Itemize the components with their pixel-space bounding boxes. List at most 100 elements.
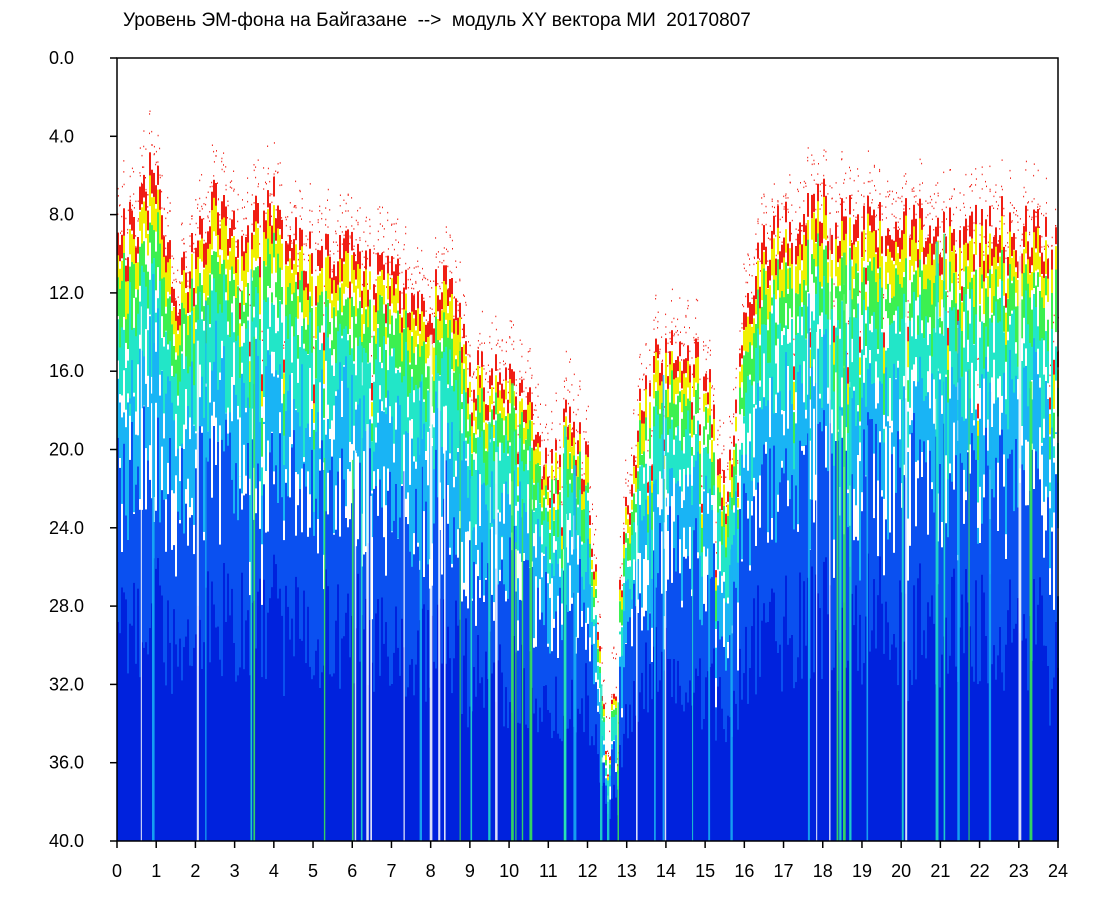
spark-dot xyxy=(397,218,399,220)
spark-dot xyxy=(509,337,511,339)
spark-dot xyxy=(853,215,855,217)
spark-dot xyxy=(765,205,767,208)
heat-cell xyxy=(271,225,273,251)
heat-cell xyxy=(813,212,815,265)
heat-cell xyxy=(1011,642,1013,841)
heat-cell xyxy=(547,710,549,841)
heat-cell xyxy=(147,407,149,495)
heat-cell xyxy=(733,690,735,841)
heat-cell xyxy=(783,616,785,841)
heat-cell xyxy=(803,402,805,446)
heat-cell xyxy=(147,654,149,841)
heat-cell xyxy=(291,248,293,270)
spark-dot xyxy=(727,462,729,464)
heat-cell xyxy=(951,232,953,252)
heat-cell xyxy=(267,297,269,329)
heat-cell xyxy=(605,760,607,766)
heat-cell xyxy=(417,344,419,399)
heat-cell xyxy=(855,426,857,506)
spark-dot xyxy=(885,217,887,219)
heat-cell xyxy=(953,384,955,423)
heat-cell xyxy=(327,337,329,405)
spark-dot xyxy=(239,288,240,290)
heat-cell xyxy=(1011,379,1013,502)
heat-cell xyxy=(485,422,487,449)
heat-cell xyxy=(837,266,839,303)
heat-cell xyxy=(451,338,453,370)
spark-dot xyxy=(609,730,611,733)
heat-cell xyxy=(129,398,131,404)
heat-cell xyxy=(423,604,425,841)
spark-dot xyxy=(655,294,657,297)
heat-cell xyxy=(329,439,331,493)
heat-cell xyxy=(1011,313,1013,400)
heat-cell xyxy=(885,299,887,312)
heat-cell xyxy=(241,256,243,281)
heat-cell xyxy=(887,248,889,273)
heat-cell xyxy=(757,383,759,545)
spark-dot xyxy=(423,276,425,279)
spark-dot xyxy=(269,194,271,197)
heat-cell xyxy=(301,364,303,469)
heat-cell xyxy=(697,356,699,395)
spark-dot xyxy=(1003,207,1005,210)
heat-cell xyxy=(697,383,699,414)
heat-cell xyxy=(683,394,685,437)
spark-dot xyxy=(756,262,757,264)
heat-cell xyxy=(821,431,823,841)
heat-cell xyxy=(133,239,135,285)
heat-cell xyxy=(557,733,559,841)
spectrogram-column xyxy=(891,190,893,841)
heat-cell xyxy=(385,622,387,841)
spark-dot xyxy=(537,383,539,386)
spark-dot xyxy=(939,226,941,228)
heat-cell xyxy=(779,323,781,430)
spark-dot xyxy=(699,408,701,410)
spark-dot xyxy=(255,195,257,197)
heat-cell xyxy=(953,307,955,398)
heat-cell xyxy=(627,505,629,515)
spark-dot xyxy=(403,283,405,285)
spark-dot xyxy=(117,195,119,197)
heat-cell xyxy=(515,429,517,473)
heat-cell xyxy=(263,210,265,235)
heat-cell xyxy=(713,404,715,424)
heat-cell xyxy=(319,688,321,841)
spark-dot xyxy=(680,331,681,333)
heat-cell xyxy=(911,432,913,841)
heat-cell xyxy=(959,627,961,841)
spark-dot xyxy=(335,232,337,235)
heat-cell xyxy=(447,422,449,485)
heat-cell xyxy=(327,234,329,260)
spark-dot xyxy=(945,206,947,209)
heat-cell xyxy=(339,362,341,459)
spectrogram-column xyxy=(679,297,681,841)
spectrogram-column xyxy=(347,193,349,841)
heat-cell xyxy=(785,575,787,841)
heat-cell xyxy=(1001,280,1003,396)
heat-cell xyxy=(747,518,749,841)
spark-dot xyxy=(581,468,583,470)
heat-cell xyxy=(669,351,671,365)
heat-cell xyxy=(273,177,275,197)
spark-dot xyxy=(283,347,285,349)
spectrogram-column xyxy=(747,253,749,841)
heat-cell xyxy=(711,424,713,438)
heat-cell xyxy=(243,251,245,273)
spectrogram-column xyxy=(201,174,203,841)
spark-dot xyxy=(363,231,365,233)
heat-cell xyxy=(227,300,229,322)
heat-cell xyxy=(389,355,391,407)
heat-cell xyxy=(949,261,951,292)
spark-dot xyxy=(439,261,441,263)
spark-dot xyxy=(729,415,730,418)
heat-cell xyxy=(687,410,689,468)
heat-cell xyxy=(675,703,677,841)
heat-cell xyxy=(447,313,449,340)
spark-dot xyxy=(333,253,335,255)
heat-cell xyxy=(339,259,341,283)
heat-cell xyxy=(731,509,733,547)
heat-cell xyxy=(529,402,531,423)
heat-cell xyxy=(195,269,197,294)
spark-dot xyxy=(683,343,685,345)
